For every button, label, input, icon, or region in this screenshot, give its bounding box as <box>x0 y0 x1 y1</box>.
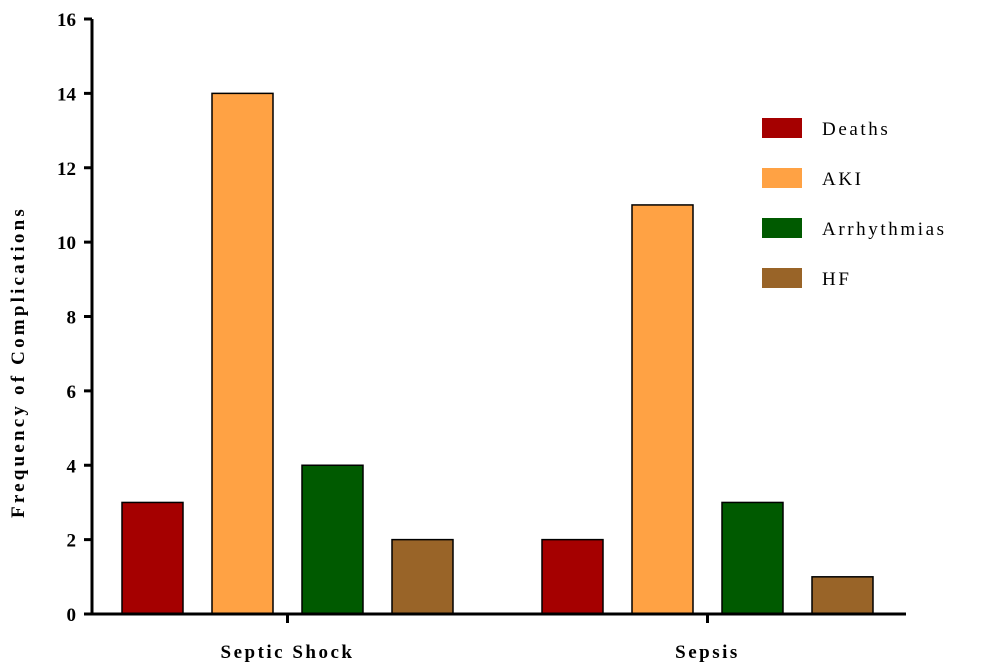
y-tick-label-10: 10 <box>57 233 76 254</box>
legend-label-aki: AKI <box>822 169 864 190</box>
y-tick-label-2: 2 <box>67 531 77 552</box>
x-tick-label-sepsis: Sepsis <box>675 642 740 662</box>
y-tick-label-0: 0 <box>67 605 77 626</box>
legend: Deaths AKI Arrhythmias HF <box>762 118 947 290</box>
x-tick-label-septic-shock: Septic Shock <box>221 642 355 662</box>
legend-swatch-deaths <box>762 118 802 138</box>
legend-swatch-aki <box>762 168 802 188</box>
bar-arrhythmias-sepsis <box>721 501 784 615</box>
y-tick-label-12: 12 <box>57 159 76 180</box>
bar-aki-sepsis <box>631 204 694 615</box>
legend-label-deaths: Deaths <box>822 119 890 140</box>
x-ticks-group: Septic Shock Sepsis <box>221 614 740 662</box>
legend-swatch-hf <box>762 268 802 288</box>
y-tick-label-16: 16 <box>57 10 76 31</box>
bar-hf-septic-shock <box>391 538 454 615</box>
y-tick-label-14: 14 <box>57 84 77 105</box>
legend-label-hf: HF <box>822 269 852 290</box>
bar-arrhythmias-septic-shock <box>301 464 364 615</box>
y-axis-title: Frequency of Complications <box>8 206 29 518</box>
y-ticks-group: 0 2 4 6 8 10 12 14 16 <box>57 10 92 626</box>
bar-aki-septic-shock <box>211 92 274 615</box>
bars-group <box>121 92 874 615</box>
legend-swatch-arrhythmias <box>762 218 802 238</box>
bar-deaths-septic-shock <box>121 501 184 615</box>
bar-hf-sepsis <box>811 576 874 615</box>
y-tick-label-4: 4 <box>67 456 77 477</box>
y-tick-label-8: 8 <box>67 308 77 329</box>
bar-deaths-sepsis <box>541 538 604 615</box>
y-tick-label-6: 6 <box>67 382 77 403</box>
legend-label-arrhythmias: Arrhythmias <box>822 219 947 240</box>
